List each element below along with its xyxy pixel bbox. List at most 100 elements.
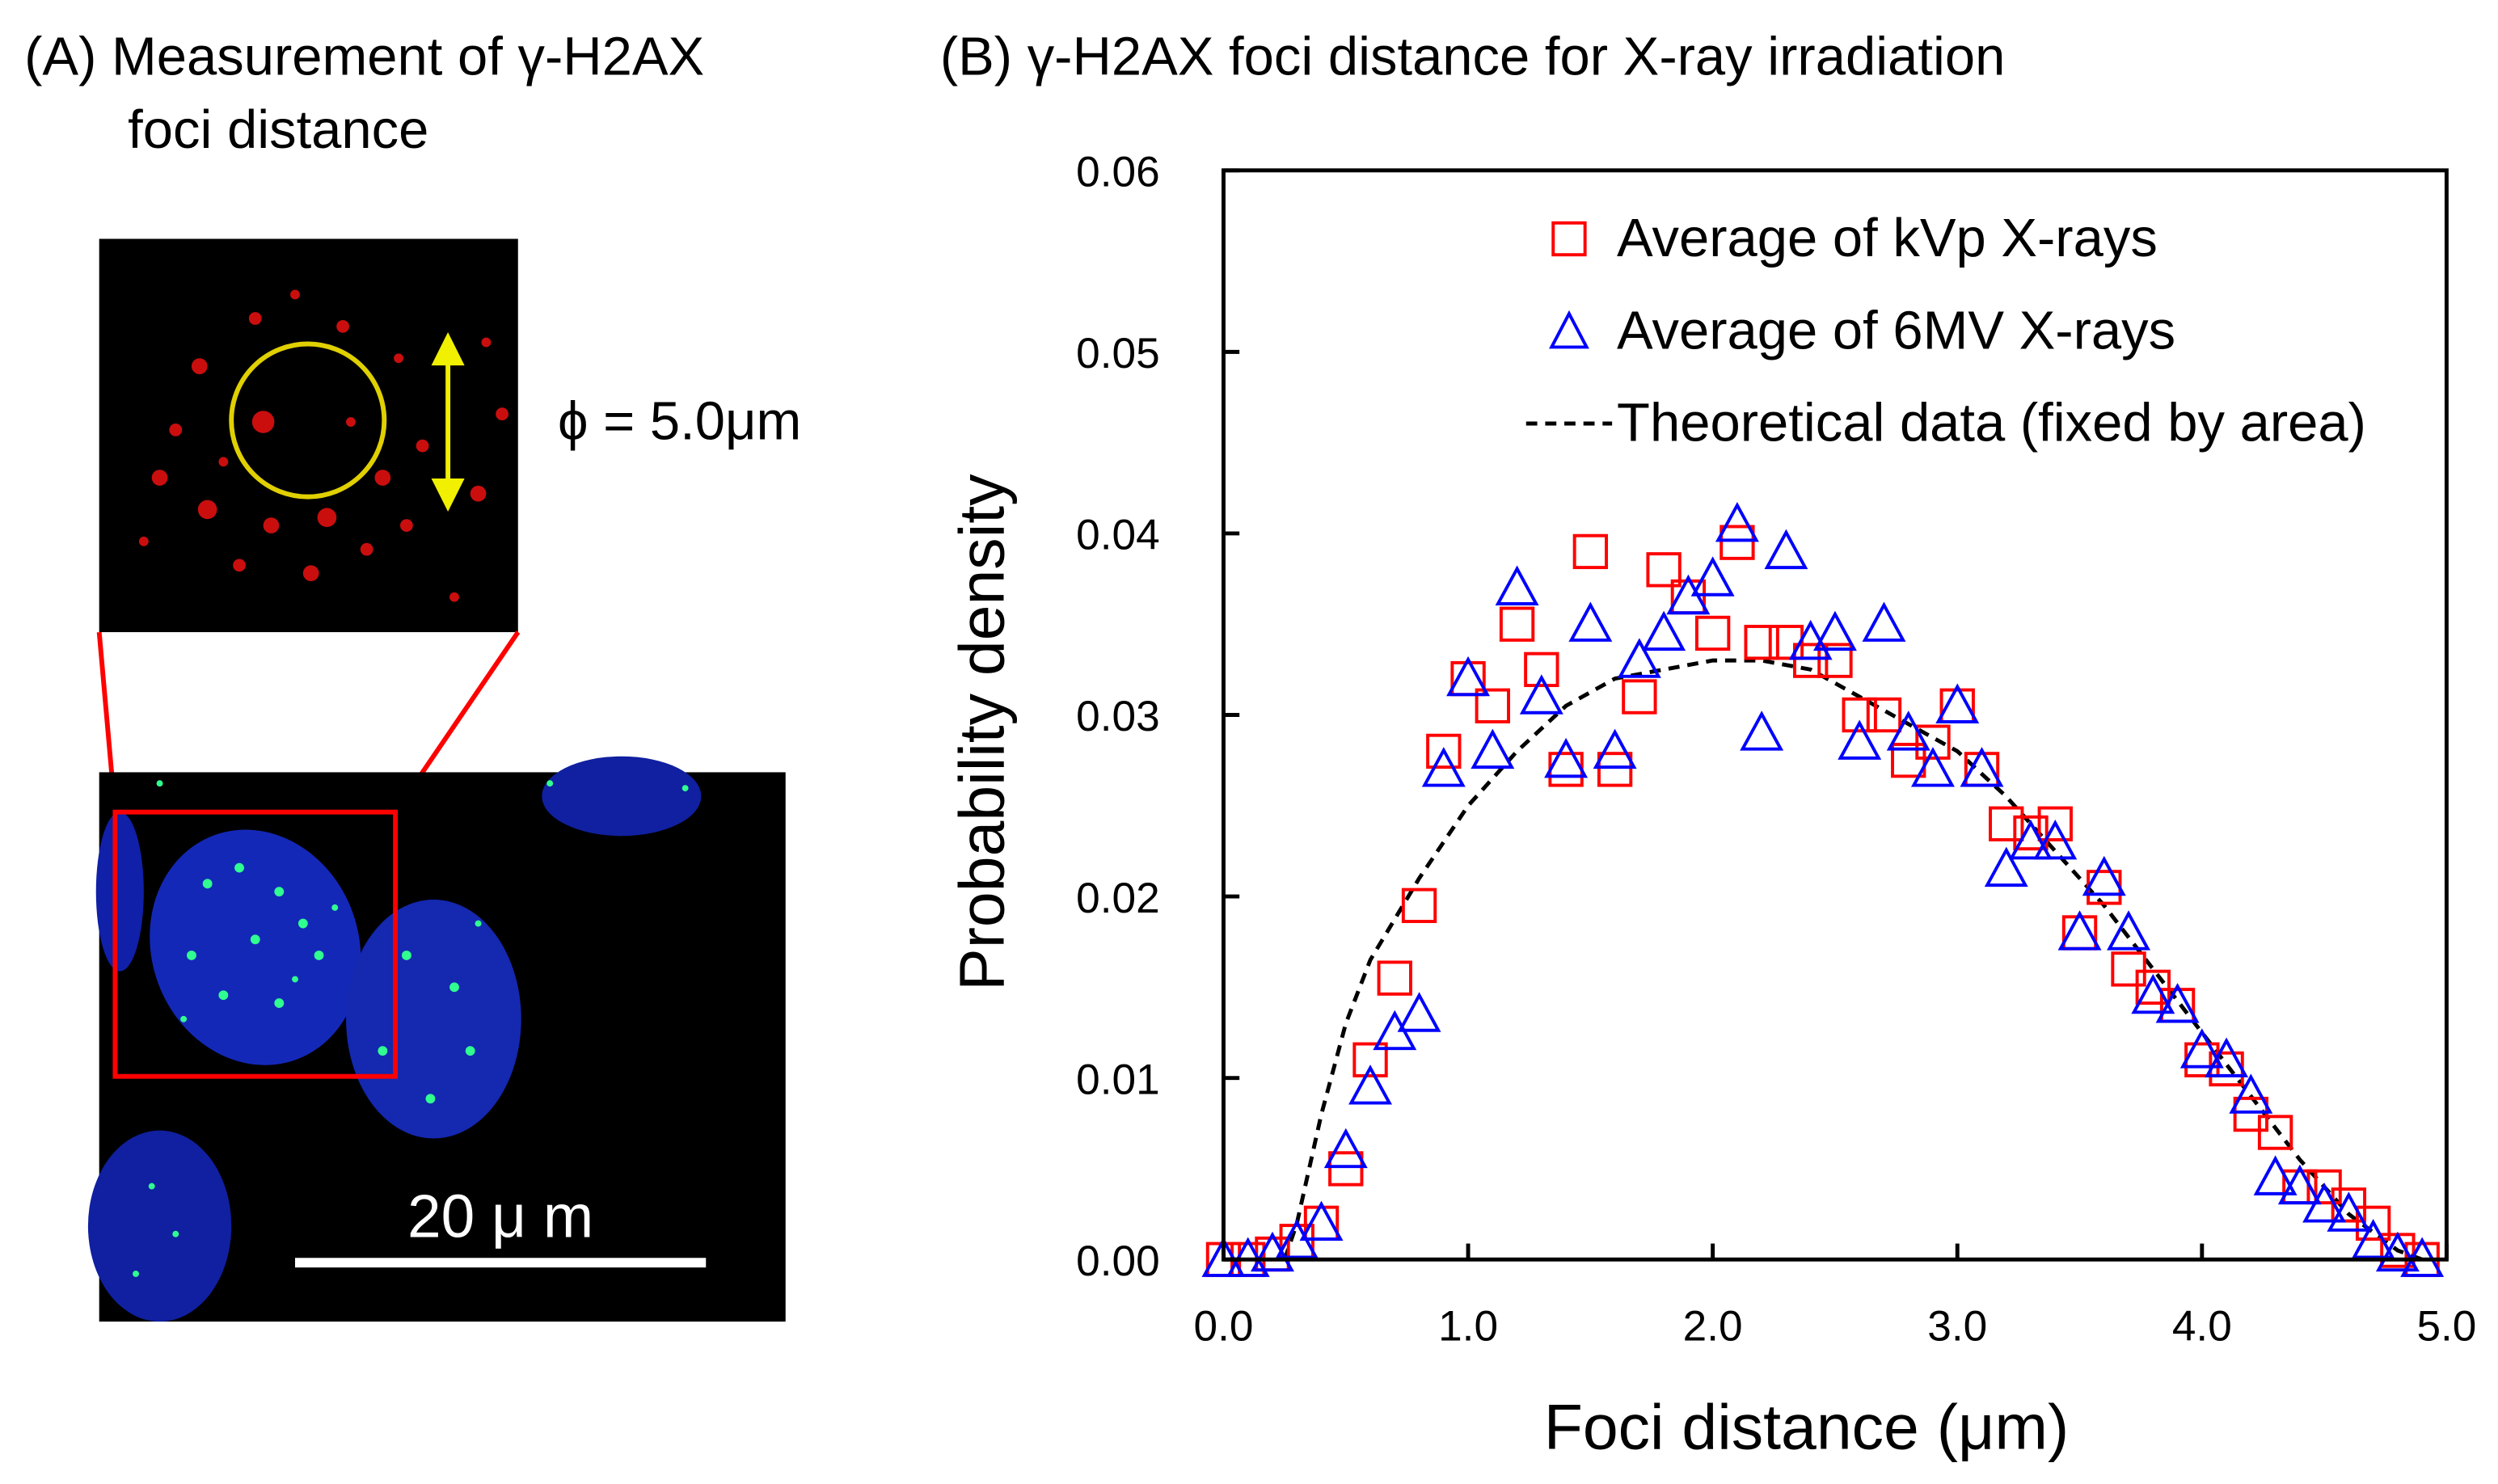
kvp-data-point	[2087, 870, 2122, 905]
6mv-data-point	[2375, 1231, 2420, 1272]
kvp-data-point	[1328, 1151, 1364, 1187]
legend-triangle-icon	[1549, 310, 1589, 349]
6mv-data-point	[1519, 674, 1563, 715]
legend-label-kvp: Average of kVp X-rays	[1617, 208, 2158, 268]
axis-ticks: 0.0 1.0 2.0 3.0 4.0 5.0 0.00 0.01 0.02 0.03 0.04 0.…	[1076, 148, 2476, 1350]
y-tick-label: 0.06	[1076, 148, 1159, 196]
6mv-data-point	[2277, 1164, 2322, 1205]
6mv-data-point	[1495, 565, 1539, 605]
6mv-data-point	[2057, 910, 2102, 951]
kvp-data-point	[1352, 1042, 1388, 1077]
kvp-data-point	[1499, 606, 1535, 642]
6mv-data-point	[1862, 601, 1906, 642]
kvp-data-point	[2257, 1115, 2293, 1150]
6mv-data-point	[1446, 656, 1491, 697]
measurement-circle	[229, 341, 387, 500]
nuclei-image: 20 μ m	[87, 756, 786, 1322]
plot-frame	[1222, 168, 2449, 1262]
kvp-data-point	[1548, 752, 1584, 787]
legend-square-icon	[1551, 221, 1587, 257]
kvp-data-point	[1524, 651, 1559, 688]
kvp-data-point	[1572, 533, 1609, 570]
6mv-data-point	[1617, 638, 1661, 678]
kvp-data-point	[1768, 625, 1804, 660]
kvp-data-point	[2135, 969, 2171, 1005]
6mv-data-point	[2351, 1219, 2395, 1259]
y-axis-label: Probability density	[947, 474, 1018, 991]
6mv-data-point	[2131, 973, 2175, 1014]
kvp-data-point	[2331, 1187, 2367, 1223]
double-arrow-icon	[431, 332, 465, 512]
6mv-data-point	[1593, 728, 1637, 769]
6mv-data-point	[1960, 747, 2004, 787]
6mv-data-point	[1544, 737, 1589, 778]
6mv-data-point	[1911, 747, 1955, 787]
plot-area	[1201, 501, 2445, 1277]
6mv-data-point	[2033, 819, 2078, 860]
panel-a-title-line2: foci distance	[128, 99, 428, 160]
kvp-data-point	[1475, 688, 1510, 723]
kvp-data-point	[1377, 960, 1412, 996]
panel-a: (A) Measurement of γ-H2AX foci distance	[24, 27, 801, 1322]
6mv-data-point	[1690, 556, 1735, 597]
y-tick-label: 0.03	[1076, 693, 1159, 740]
6mv-data-point	[1421, 747, 1466, 787]
kvp-data-point	[1622, 679, 1657, 715]
6mv-data-point	[2107, 910, 2151, 951]
6mv-data-point	[1348, 1065, 1392, 1105]
x-tick-label: 4.0	[2172, 1303, 2232, 1351]
kvp-data-point	[1842, 697, 1877, 733]
6mv-data-point	[1764, 529, 1808, 570]
y-tick-label: 0.02	[1076, 875, 1159, 922]
6mv-data-point	[1812, 610, 1857, 651]
6mv-data-point	[1838, 719, 1882, 760]
y-tick-label: 0.01	[1076, 1056, 1159, 1103]
6mv-data-point	[2229, 1073, 2273, 1114]
x-tick-label: 2.0	[1683, 1303, 1743, 1351]
kvp-data-point	[1401, 887, 1437, 923]
kvp-data-point	[1694, 615, 1731, 651]
panel-b-chart: (B) γ-H2AX foci distance for X-ray irrad…	[940, 27, 2477, 1463]
6mv-data-point	[1740, 710, 1784, 751]
kvp-data-point	[1719, 525, 1755, 560]
6mv-data-point	[2082, 855, 2126, 896]
kvp-data-point	[1793, 643, 1829, 678]
x-axis-label: Foci distance (μm)	[1544, 1392, 2070, 1463]
x-tick-label: 1.0	[1438, 1303, 1498, 1351]
kvp-data-point	[1646, 552, 1682, 588]
foci-inset-image	[99, 238, 518, 633]
6mv-data-point	[1471, 728, 1515, 769]
x-tick-label: 5.0	[2416, 1303, 2476, 1351]
kvp-data-point	[1891, 742, 1926, 778]
kvp-data-point	[2355, 1205, 2391, 1241]
y-tick-label: 0.00	[1076, 1237, 1159, 1285]
panel-a-title-line1: (A) Measurement of γ-H2AX	[24, 27, 704, 87]
scale-bar-label: 20 μ m	[407, 1183, 593, 1250]
chart-title: (B) γ-H2AX foci distance for X-ray irrad…	[940, 27, 2006, 87]
x-tick-label: 3.0	[1927, 1303, 1987, 1351]
6mv-data-point	[2179, 1028, 2224, 1069]
6mv-data-point	[1397, 992, 1441, 1032]
legend-label-6mv: Average of 6MV X-rays	[1617, 300, 2175, 360]
legend-label-theory: Theoretical data (fixed by area)	[1617, 393, 2366, 453]
6mv-data-point	[1788, 619, 1833, 660]
6mv-data-point	[2205, 1037, 2249, 1077]
y-tick-label: 0.05	[1076, 330, 1159, 377]
6mv-data-point	[1886, 710, 1930, 751]
kvp-data-point	[1817, 643, 1853, 678]
x-tick-label: 0.0	[1194, 1303, 1254, 1351]
kvp-data-point	[2306, 1169, 2342, 1205]
kvp-data-point	[1866, 697, 1902, 733]
zoom-region-box	[112, 809, 399, 1079]
y-tick-label: 0.04	[1076, 512, 1159, 559]
kvp-data-point	[1744, 625, 1779, 660]
6mv-data-point	[1568, 601, 1613, 642]
kvp-data-point	[1426, 733, 1462, 769]
theoretical-curve	[1282, 658, 2424, 1262]
6mv-data-point	[1715, 501, 1759, 542]
6mv-data-point	[2302, 1183, 2347, 1223]
6mv-data-point	[2155, 983, 2200, 1023]
legend: Average of kVp X-rays Average of 6MV X-r…	[1525, 208, 2366, 453]
6mv-data-point	[2009, 819, 2053, 860]
kvp-data-point	[2037, 806, 2073, 841]
